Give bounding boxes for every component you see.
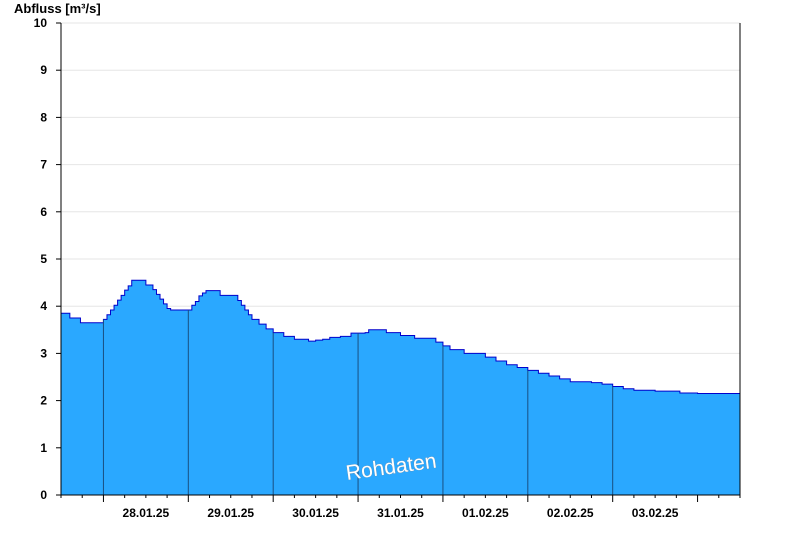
- discharge-line: [61, 279, 740, 395]
- day-boundary-lines: [102, 309, 614, 495]
- y-tick-label: 1: [40, 441, 47, 455]
- x-tick-label: 01.02.25: [462, 506, 509, 520]
- y-tick-label: 0: [40, 488, 47, 502]
- x-tick-label: 30.01.25: [292, 506, 339, 520]
- ticks-layer: 0 1 2 3 4 5 6 7 8 9 10 28.01.25 29.01.25 30.01.25 31.0…: [34, 16, 741, 520]
- y-tick-label: 8: [40, 110, 47, 124]
- x-tick-label: 03.02.25: [632, 506, 679, 520]
- y-tick-label: 5: [40, 252, 47, 266]
- area-layer: [61, 279, 740, 495]
- x-tick-label: 29.01.25: [207, 506, 254, 520]
- y-axis-label: Abfluss [m³/s]: [14, 1, 101, 16]
- y-tick-label: 9: [40, 63, 47, 77]
- y-tick-label: 4: [40, 299, 47, 313]
- y-tick-label: 7: [40, 158, 47, 172]
- x-tick-label: 02.02.25: [547, 506, 594, 520]
- y-tick-label: 10: [34, 16, 48, 30]
- x-tick-label: 28.01.25: [123, 506, 170, 520]
- y-tick-label: 6: [40, 205, 47, 219]
- y-tick-label: 3: [40, 346, 47, 360]
- discharge-area: [61, 280, 740, 495]
- y-tick-label: 2: [40, 394, 47, 408]
- x-tick-label: 31.01.25: [377, 506, 424, 520]
